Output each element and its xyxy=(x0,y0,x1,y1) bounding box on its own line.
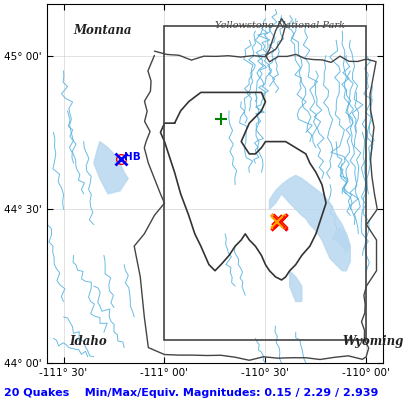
Polygon shape xyxy=(269,176,349,271)
Polygon shape xyxy=(94,142,128,194)
Text: 20 Quakes    Min/Max/Equiv. Magnitudes: 0.15 / 2.29 / 2.939: 20 Quakes Min/Max/Equiv. Magnitudes: 0.1… xyxy=(4,388,378,398)
Text: HB: HB xyxy=(123,152,140,162)
Bar xyxy=(164,26,366,340)
Polygon shape xyxy=(289,271,301,302)
Text: Wyoming: Wyoming xyxy=(342,334,402,348)
Polygon shape xyxy=(331,228,349,252)
Text: Montana: Montana xyxy=(74,24,132,37)
Text: Yellowstone National Park: Yellowstone National Park xyxy=(214,21,344,30)
Text: Idaho: Idaho xyxy=(70,334,107,348)
